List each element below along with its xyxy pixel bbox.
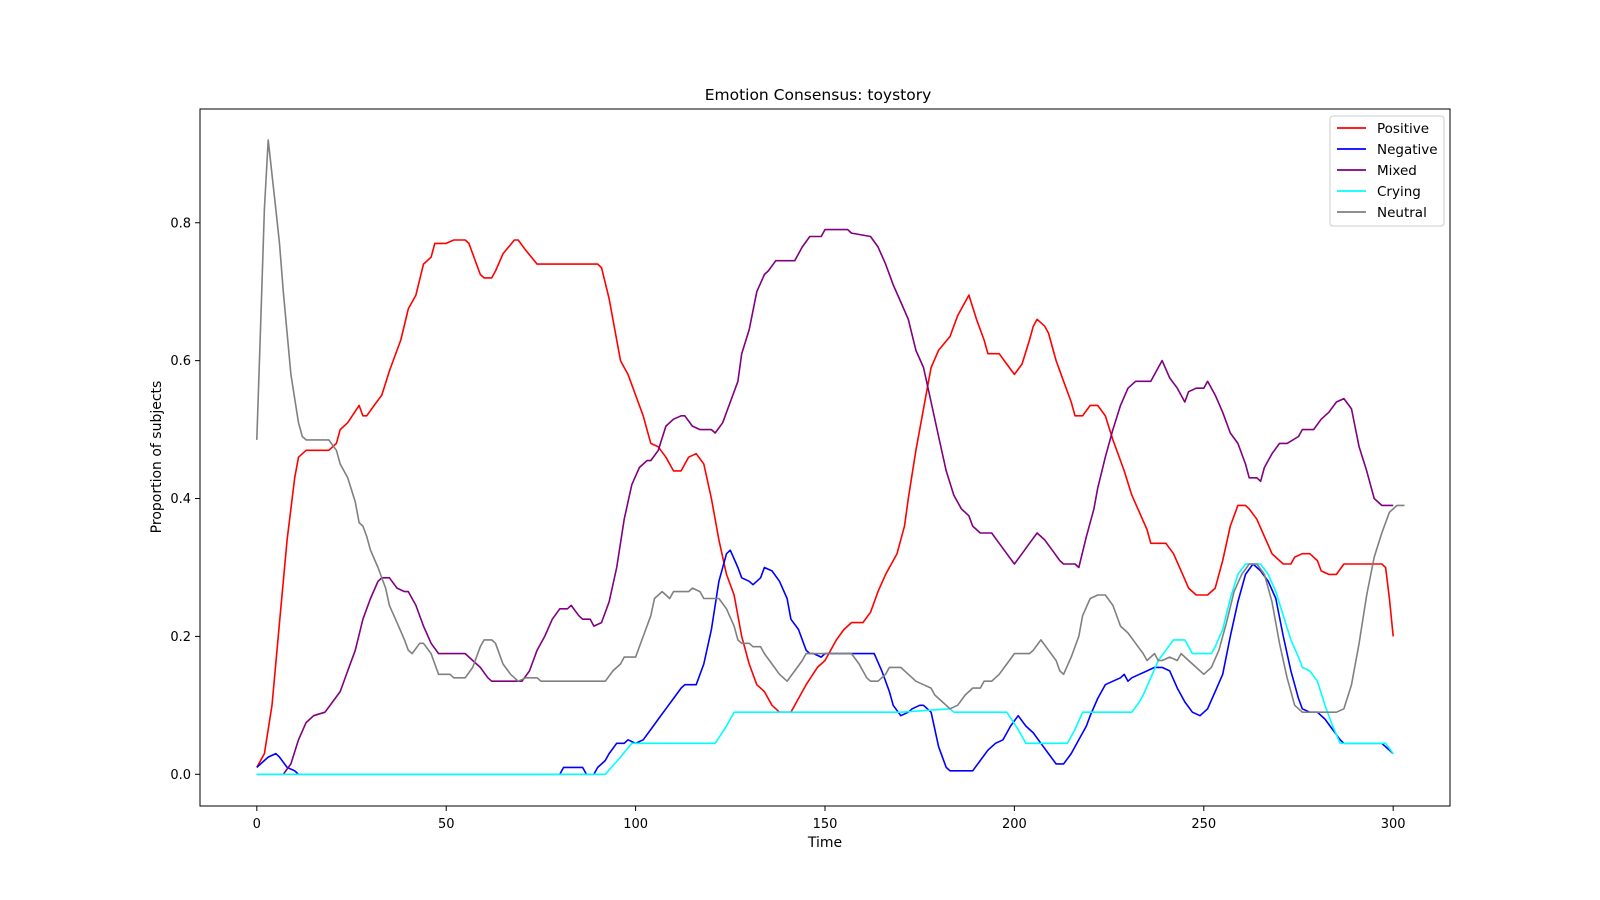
x-tick-label: 50	[438, 817, 455, 832]
x-tick-label: 300	[1381, 817, 1406, 832]
series-line-negative	[256, 549, 1394, 776]
x-tick-label: 250	[1191, 817, 1216, 832]
x-tick-label: 0	[253, 817, 261, 832]
series-line-crying	[256, 563, 1394, 776]
x-tick-label: 150	[813, 817, 838, 832]
x-tick-label: 100	[623, 817, 648, 832]
series-line-neutral	[256, 139, 1405, 713]
legend: Positive Negative Mixed Crying Neutral	[1329, 115, 1445, 227]
y-tick-label: 0.2	[170, 630, 191, 645]
legend-label-negative: Negative	[1377, 142, 1438, 158]
y-tick-label: 0.6	[170, 354, 191, 369]
chart-title: Emotion Consensus: toystory	[705, 86, 932, 104]
y-tick-label: 0.0	[170, 768, 191, 783]
y-axis-ticks: 0.0 0.2 0.4 0.6 0.8	[170, 216, 200, 783]
series-lines-group	[256, 139, 1405, 776]
legend-label-neutral: Neutral	[1377, 205, 1427, 221]
legend-frame	[1329, 115, 1445, 227]
legend-label-positive: Positive	[1377, 121, 1429, 137]
x-axis-label: Time	[807, 835, 842, 851]
y-tick-label: 0.8	[170, 216, 191, 231]
y-axis-label: Proportion of subjects	[149, 381, 165, 534]
x-axis-ticks: 0 50 100 150 200 250 300	[253, 806, 1406, 832]
legend-label-crying: Crying	[1377, 184, 1421, 200]
series-line-positive	[256, 239, 1394, 768]
legend-label-mixed: Mixed	[1377, 163, 1417, 179]
y-tick-label: 0.4	[170, 492, 191, 507]
x-tick-label: 200	[1002, 817, 1027, 832]
